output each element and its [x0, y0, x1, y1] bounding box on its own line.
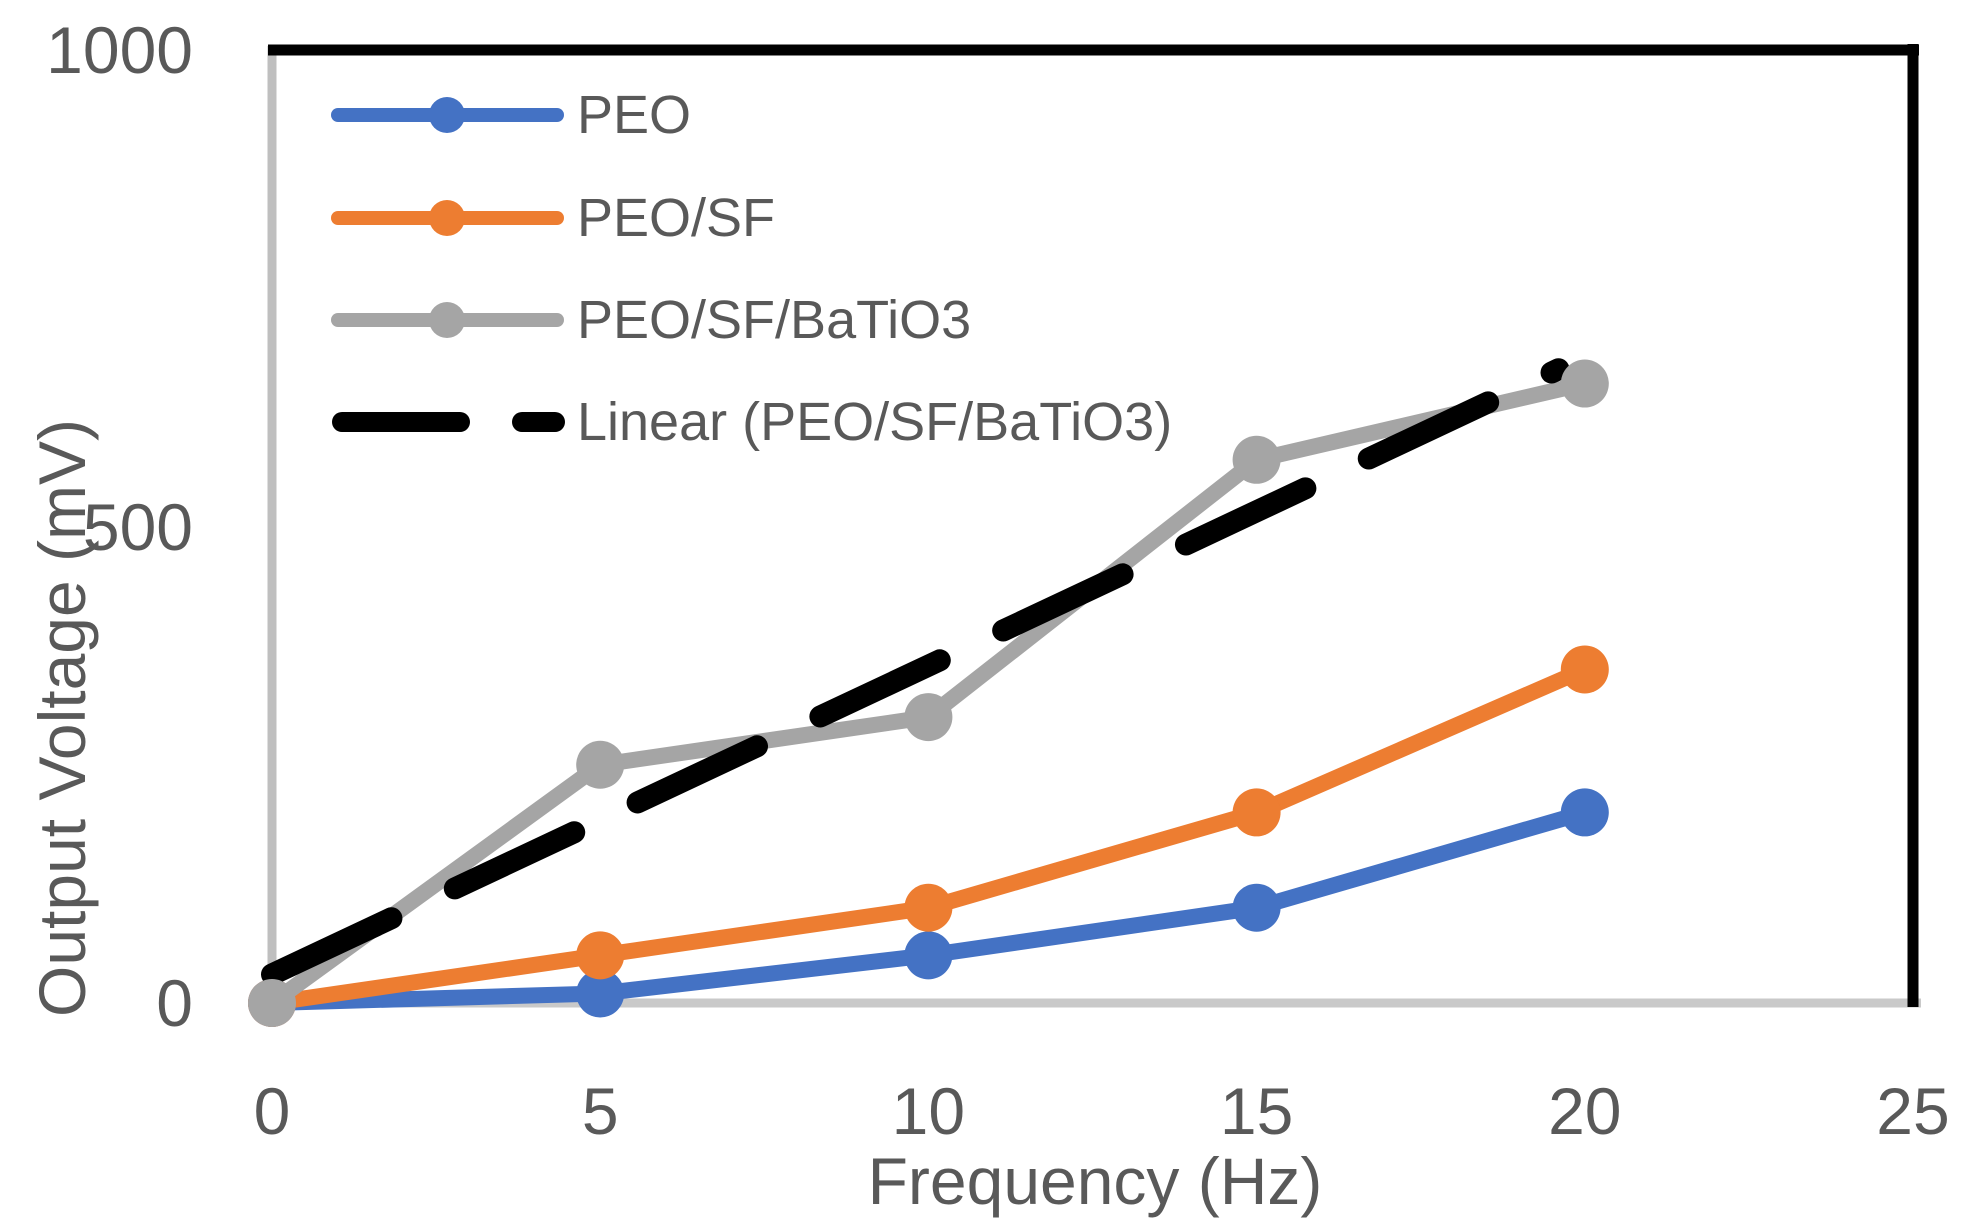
x-tick-label: 25: [1876, 1074, 1950, 1148]
x-tick-label: 10: [891, 1074, 966, 1148]
legend-line-marker-sample: [331, 302, 564, 338]
peo-sf-batio3-marker: [248, 979, 296, 1027]
x-axis-title: Frequency (Hz): [867, 1144, 1323, 1218]
x-tick-label: 20: [1548, 1074, 1622, 1148]
y-tick-label: 500: [82, 489, 193, 564]
legend-line-marker-sample: [331, 200, 564, 236]
peo-marker: [1232, 883, 1281, 932]
legend-item-linear-trendline: Linear (PEO/SF/BaTiO3): [330, 392, 1172, 452]
legend-line-marker-sample: [331, 97, 564, 133]
peo-sf-marker: [904, 883, 953, 932]
y-tick-label: 0: [156, 966, 193, 1040]
legend-label: Linear (PEO/SF/BaTiO3): [577, 392, 1173, 452]
legend-label: PEO: [577, 85, 692, 145]
peo-sf-batio3-marker: [1560, 359, 1609, 408]
peo-sf-batio3-marker: [1232, 435, 1281, 484]
legend-label: PEO/SF/BaTiO3: [577, 290, 972, 350]
peo-sf-marker: [1232, 788, 1281, 837]
peo-sf-batio3-marker: [576, 740, 625, 789]
legend-item-peo: PEO: [330, 85, 691, 145]
y-tick-label: 1000: [46, 13, 193, 87]
linear-trendline: [261, 358, 1570, 986]
x-tick-label: 15: [1219, 1074, 1294, 1148]
x-tick-label: 5: [581, 1074, 619, 1148]
peo-marker: [576, 969, 625, 1018]
peo-sf-batio3-marker: [904, 693, 953, 742]
legend-dash-sample: [332, 412, 565, 432]
peo-marker: [1560, 788, 1609, 837]
peo-marker: [904, 931, 953, 980]
legend-item-peo-sf: PEO/SF: [330, 188, 775, 248]
peo-sf-marker: [1560, 645, 1609, 694]
legend-label: PEO/SF: [577, 188, 776, 248]
peo-sf-marker: [576, 931, 625, 980]
x-tick-label: 0: [253, 1074, 291, 1148]
legend-item-peo-sf-batio3: PEO/SF/BaTiO3: [330, 290, 971, 350]
